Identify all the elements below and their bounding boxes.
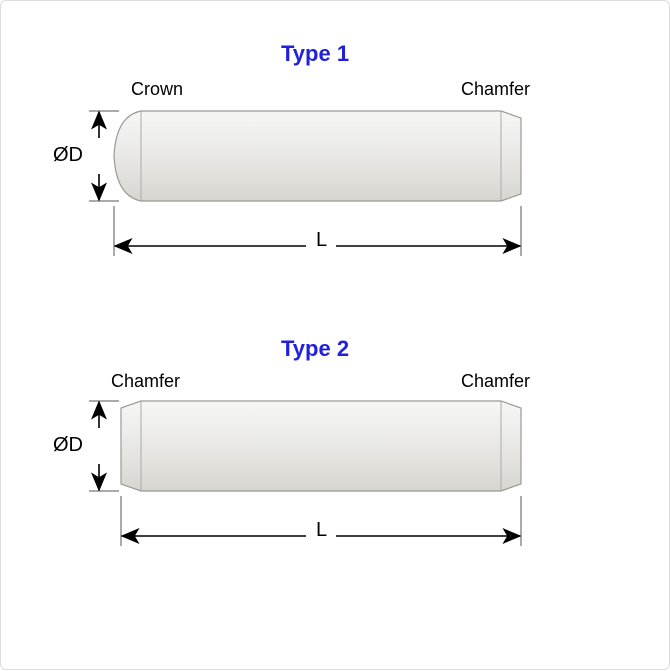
type2-pin [121, 401, 521, 491]
diagram-container: Type 1 Crown Chamfer ØD L Type 2 Chamfer… [0, 0, 670, 670]
type1-pin [114, 111, 521, 201]
diagram-svg [1, 1, 670, 671]
